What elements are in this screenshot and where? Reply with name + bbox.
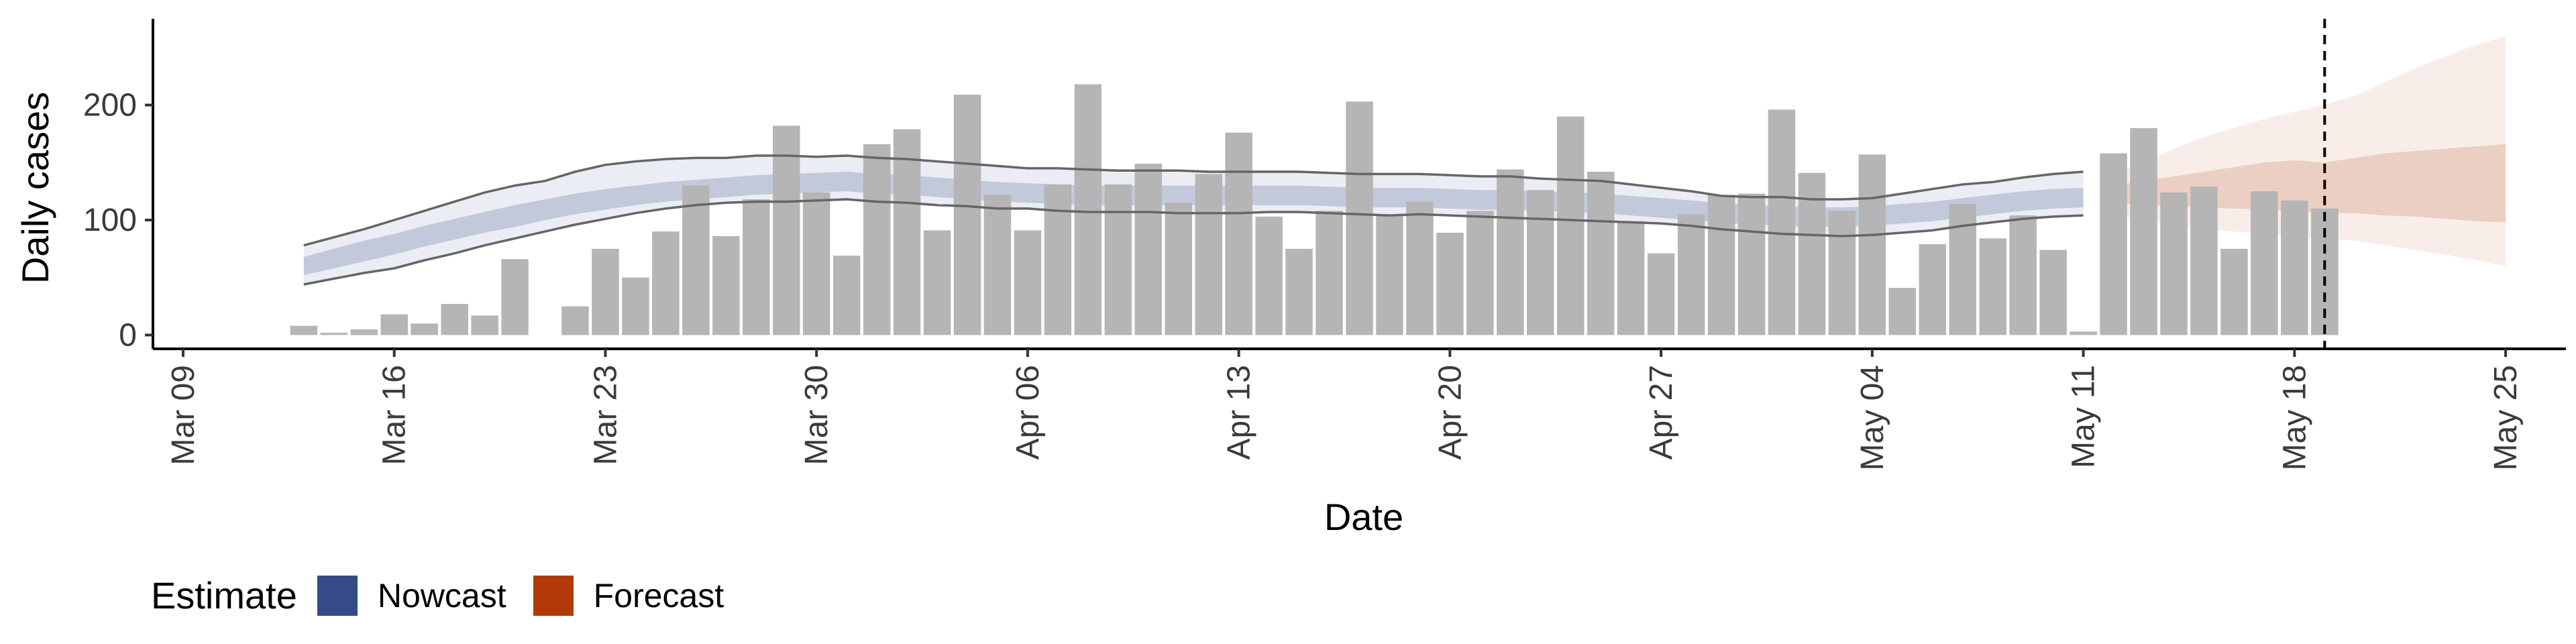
case-bar: [1466, 211, 1494, 335]
case-bar: [1316, 211, 1343, 335]
case-bar: [1406, 201, 1434, 335]
x-tick-label: Apr 20: [1432, 365, 1468, 460]
case-bar: [290, 325, 318, 335]
case-bar: [682, 185, 710, 335]
case-bar: [1074, 84, 1102, 335]
nowcast-upper-line: [303, 154, 2084, 247]
case-bar: [1677, 214, 1705, 335]
case-bar: [1346, 101, 1373, 335]
case-bar: [1737, 193, 1766, 335]
case-bar: [2130, 127, 2157, 335]
x-tick-label: Mar 16: [377, 365, 413, 465]
case-bar: [1919, 244, 1947, 335]
x-tick-label: May 11: [2066, 365, 2102, 468]
case-bar: [2251, 191, 2278, 335]
legend: Estimate Nowcast Forecast: [151, 574, 751, 617]
case-bar: [1165, 203, 1192, 335]
case-bar: [471, 315, 498, 335]
x-tick-label: Mar 09: [166, 365, 201, 465]
case-bar: [893, 129, 921, 335]
x-tick-label: Apr 06: [1010, 365, 1046, 460]
case-bar: [2190, 186, 2218, 335]
case-bar: [1255, 216, 1283, 335]
y-axis-title: Daily cases: [14, 92, 56, 284]
case-bar: [1134, 164, 1162, 335]
case-bar: [411, 323, 438, 335]
case-bar: [1225, 132, 1252, 335]
case-bar: [1104, 184, 1132, 335]
case-bar: [773, 125, 800, 335]
cases-chart: 0 100 200 Mar 09 Mar 16 Mar 23 Mar 30 Apr 06 Apr…: [14, 19, 2566, 538]
case-bar: [1285, 248, 1313, 335]
case-bar: [1768, 109, 1796, 335]
case-bar: [380, 314, 408, 335]
case-bar: [1979, 238, 2006, 335]
case-bar: [743, 199, 770, 335]
bound-line-layer: [303, 19, 2326, 349]
case-bar: [833, 256, 861, 335]
nowcast-ci90-ribbon: [303, 156, 2084, 284]
case-bar: [2220, 248, 2248, 335]
case-bar: [1376, 215, 1403, 335]
legend-label-nowcast: Nowcast: [377, 576, 506, 614]
case-bar: [1798, 172, 1826, 335]
case-bar: [983, 195, 1012, 335]
case-bar: [2009, 215, 2037, 335]
case-bar: [1436, 232, 1464, 335]
case-bar: [1497, 169, 1524, 335]
legend-title: Estimate: [151, 574, 297, 616]
x-tick-label: May 04: [1855, 365, 1890, 470]
case-bar: [320, 333, 347, 335]
x-tick-label: Apr 27: [1644, 365, 1679, 460]
case-bar: [1828, 211, 1856, 335]
case-bar: [2070, 331, 2097, 335]
case-bar: [1557, 116, 1585, 335]
legend-key-nowcast: [317, 575, 358, 616]
axis-layer: 0 100 200 Mar 09 Mar 16 Mar 23 Mar 30 Apr 06 Apr…: [83, 19, 2566, 470]
case-bar: [1888, 288, 1917, 335]
case-bar: [561, 306, 589, 335]
y-tick-label: 200: [83, 88, 137, 123]
x-tick-label: May 25: [2488, 365, 2524, 470]
case-bar: [592, 248, 619, 335]
x-tick-label: Mar 23: [588, 365, 623, 465]
case-bar: [802, 192, 830, 335]
case-bar: [1044, 184, 1072, 335]
case-bar: [1858, 154, 1886, 335]
case-bar: [622, 277, 649, 335]
y-tick-label: 100: [83, 203, 137, 238]
bar-layer: [290, 84, 2339, 335]
case-bar: [2281, 200, 2308, 335]
x-tick-label: May 18: [2277, 365, 2312, 470]
case-bar: [1617, 221, 1645, 335]
x-tick-label: Apr 13: [1222, 365, 1257, 460]
case-bar: [1647, 253, 1675, 335]
x-tick-label: Mar 30: [799, 365, 835, 465]
x-axis-title: Date: [1324, 496, 1403, 538]
case-bar: [923, 230, 951, 335]
case-bar: [863, 144, 891, 335]
nowcast-ci50-ribbon: [303, 172, 2084, 276]
case-bar: [2100, 153, 2127, 335]
legend-label-forecast: Forecast: [593, 576, 724, 614]
case-bar: [1014, 230, 1042, 335]
case-bar: [2160, 192, 2188, 335]
case-bar: [652, 231, 680, 335]
case-bar: [953, 95, 981, 335]
case-bar: [712, 236, 740, 335]
case-bar: [501, 259, 529, 335]
case-bar: [1527, 190, 1554, 335]
nowcast-lower-line: [303, 198, 2084, 286]
case-bar: [350, 329, 378, 335]
case-bar: [1195, 174, 1222, 335]
legend-key-forecast: [533, 575, 574, 616]
case-bar: [1587, 172, 1615, 335]
y-tick-label: 0: [119, 317, 137, 353]
case-bar: [1707, 195, 1735, 335]
case-bar: [2039, 250, 2067, 335]
case-bar: [441, 304, 468, 335]
